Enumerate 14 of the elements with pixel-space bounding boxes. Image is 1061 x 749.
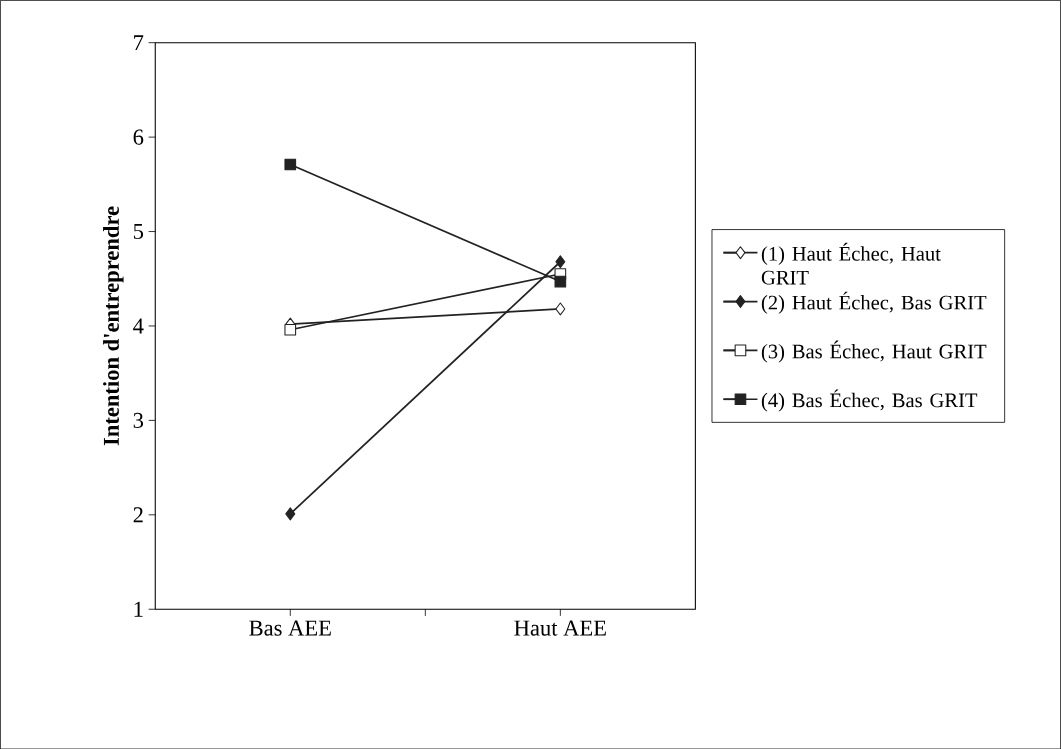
y-tick-label: 7: [134, 35, 144, 50]
y-tick-label: 3: [133, 412, 144, 428]
y-tick-label: 5: [133, 223, 144, 239]
y-tick-label: 1: [134, 601, 143, 617]
y-tick-label: 2: [133, 507, 143, 523]
legend-label: (3) Bas Échec, Haut GRIT: [761, 340, 987, 363]
x-tick-label: Bas AEE: [249, 620, 331, 636]
y-tick-label: 4: [133, 318, 144, 334]
legend-label: (1) Haut Échec, Haut GRIT: [761, 242, 941, 285]
y-tick-label: 6: [133, 129, 144, 145]
legend-label: (4) Bas Échec, Bas GRIT: [761, 389, 978, 412]
y-axis-title: Intention d'entreprendre: [103, 206, 124, 446]
x-tick-label: Haut AEE: [514, 620, 606, 636]
legend-label: (2) Haut Échec, Bas GRIT: [761, 291, 987, 314]
